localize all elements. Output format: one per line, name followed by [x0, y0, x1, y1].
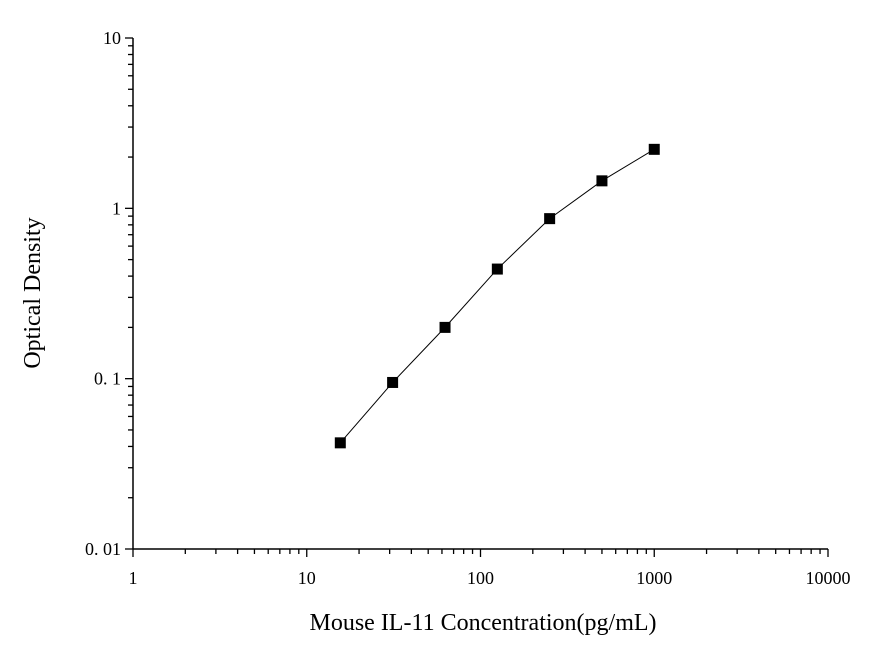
data-point-marker: [544, 213, 556, 225]
data-point-marker: [334, 437, 346, 449]
series-line: [339, 148, 655, 444]
y-axis-title: Optical Density: [20, 217, 46, 368]
data-point-marker: [439, 321, 451, 333]
x-tick-label: 1: [129, 568, 138, 588]
y-tick-label: 0. 01: [85, 539, 121, 559]
x-tick-label: 10000: [806, 568, 851, 588]
data-point-marker: [648, 143, 660, 155]
axes: [132, 38, 828, 550]
tick-labels: 1 10 100 1000 10000 0. 01 0. 1 1 10: [85, 28, 851, 588]
x-axis-title: Mouse IL-11 Concentration(pg/mL): [309, 610, 656, 636]
x-tick-label: 100: [467, 568, 494, 588]
data-point-marker: [387, 376, 399, 388]
x-tick-label: 1000: [636, 568, 672, 588]
y-tick-label: 0. 1: [94, 369, 121, 389]
tick-marks: [125, 37, 829, 557]
data-point-marker: [491, 263, 503, 275]
y-tick-label: 10: [103, 28, 121, 48]
data-point-marker: [596, 175, 608, 187]
y-tick-label: 1: [112, 198, 121, 218]
x-tick-label: 10: [298, 568, 316, 588]
data-series: [334, 143, 660, 449]
